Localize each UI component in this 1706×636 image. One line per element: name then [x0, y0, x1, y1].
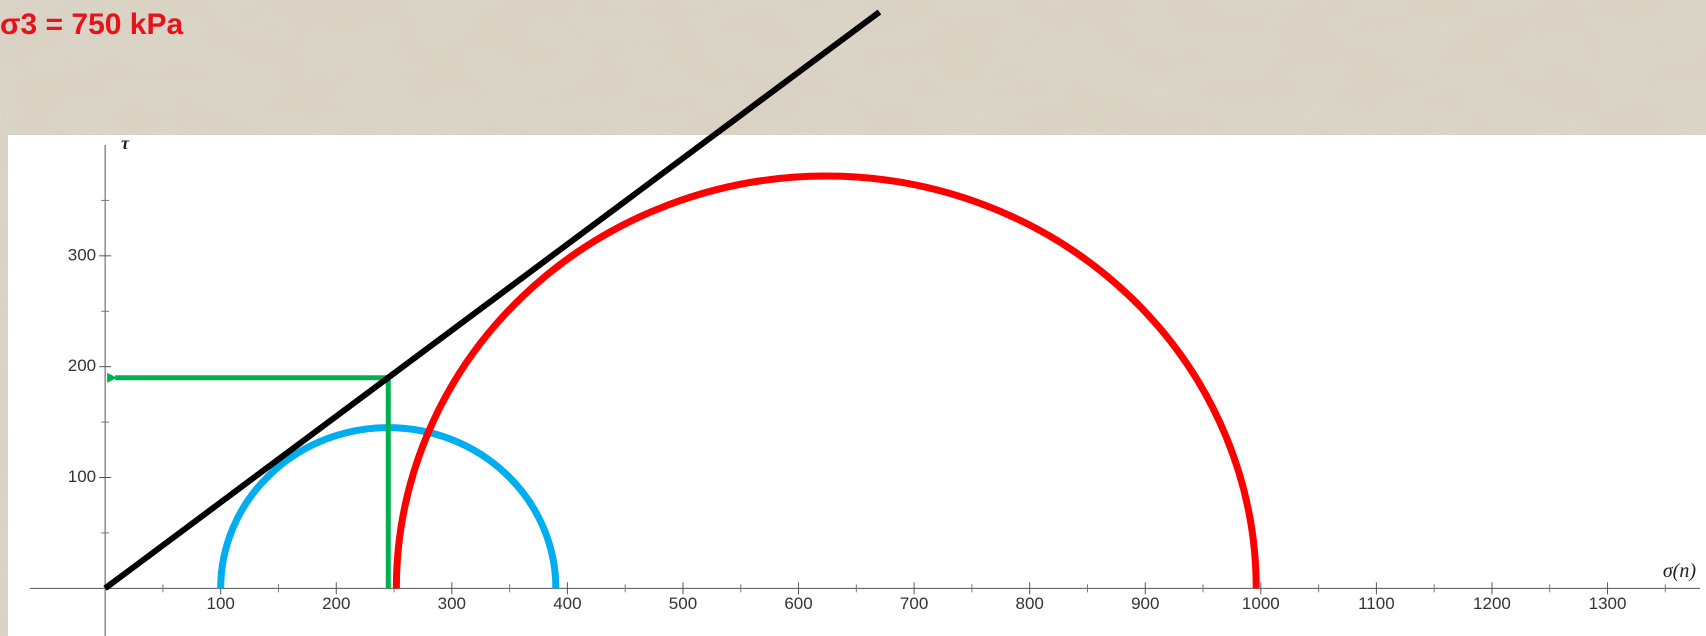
x-tick-label: 1200 — [1473, 594, 1511, 613]
x-tick-label: 100 — [207, 594, 235, 613]
x-tick-label: 300 — [438, 594, 466, 613]
chart-title: σ3 = 750 kPa — [0, 8, 183, 41]
y-tick-label: 300 — [68, 245, 96, 264]
y-tick-label: 100 — [68, 467, 96, 486]
x-tick-label: 1000 — [1242, 594, 1280, 613]
failure-envelope — [103, 9, 882, 591]
y-axis-label: τ — [121, 133, 130, 153]
x-tick-label: 600 — [784, 594, 812, 613]
x-tick-label: 500 — [669, 594, 697, 613]
x-axis-label: σ(n) — [1663, 560, 1697, 582]
x-tick-label: 800 — [1016, 594, 1044, 613]
x-tick-label: 1300 — [1589, 594, 1627, 613]
x-tick-label: 200 — [322, 594, 350, 613]
x-tick-label: 1100 — [1358, 594, 1395, 613]
x-tick-label: 700 — [900, 594, 928, 613]
x-tick-label: 400 — [553, 594, 581, 613]
mohr-circle — [392, 172, 1260, 589]
x-tick-label: 900 — [1131, 594, 1159, 613]
y-tick-label: 200 — [68, 356, 96, 375]
plot-panel — [8, 135, 1706, 636]
